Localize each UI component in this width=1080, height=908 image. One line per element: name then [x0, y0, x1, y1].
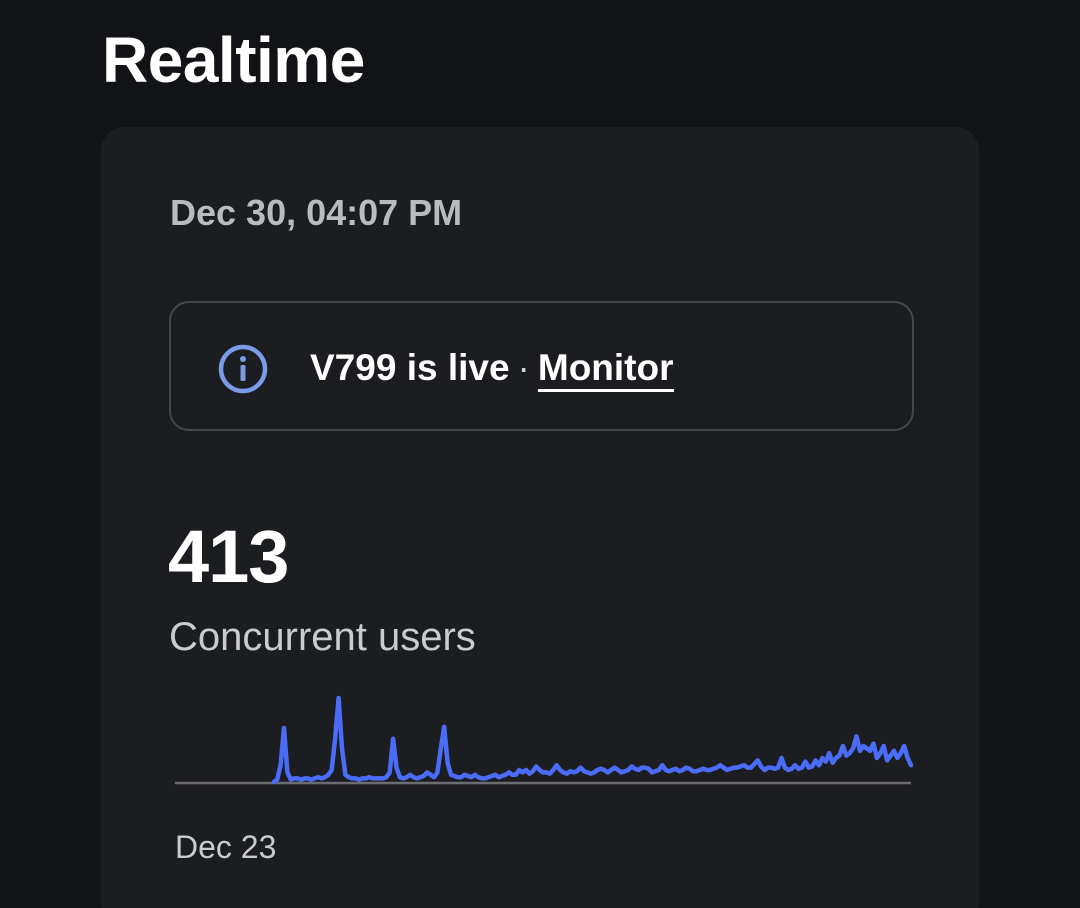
sparkline-start-date: Dec 23	[175, 829, 277, 865]
concurrent-users-sparkline	[175, 695, 913, 785]
concurrent-users-value: 413	[168, 515, 289, 598]
release-banner: V799 is live · Monitor	[169, 301, 914, 431]
realtime-card: Dec 30, 04:07 PM V799 is live · Monitor 41…	[101, 127, 979, 908]
banner-text: V799 is live · Monitor	[310, 345, 674, 392]
monitor-link[interactable]: Monitor	[537, 347, 674, 392]
concurrent-users-label: Concurrent users	[169, 615, 476, 659]
timestamp: Dec 30, 04:07 PM	[170, 192, 463, 233]
sparkline-series-line	[271, 695, 913, 785]
banner-version-text: V799 is live	[310, 347, 510, 388]
banner-separator: ·	[517, 347, 530, 388]
page-title: Realtime	[102, 24, 365, 96]
info-icon	[218, 344, 268, 394]
